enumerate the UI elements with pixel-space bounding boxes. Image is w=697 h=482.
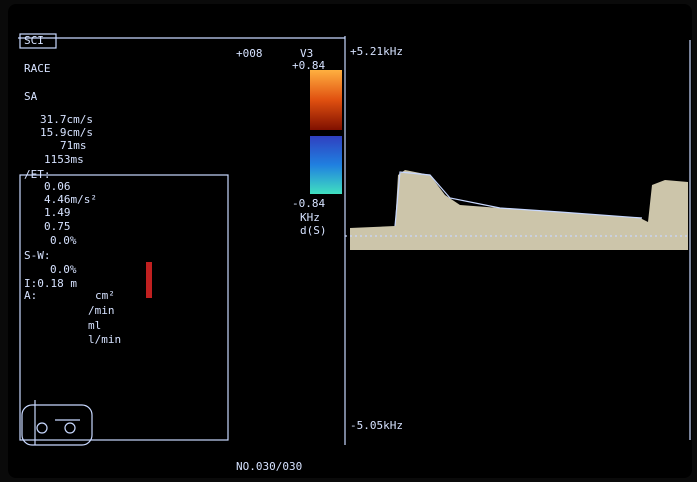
scale-top: +0.84: [292, 59, 325, 72]
measurement: 0.0%: [50, 263, 77, 276]
depth: +008: [236, 47, 263, 60]
panel-title: RACE: [24, 62, 51, 75]
measurement: 4.46m/s²: [44, 193, 97, 206]
frame-number: NO.030/030: [236, 460, 302, 473]
color-bar-negative: [310, 136, 342, 194]
scale-bottom: -0.84: [292, 197, 325, 210]
measurement: 71ms: [60, 139, 87, 152]
spectrum-bottom: -5.05kHz: [350, 419, 403, 432]
measurement: 0.06: [44, 180, 71, 193]
measurement: 15.9cm/s: [40, 126, 93, 139]
panel-subtitle: SA: [24, 90, 38, 103]
measurement: 0.0%: [50, 234, 77, 247]
measurement: /min: [88, 304, 115, 317]
mode: SCI: [24, 34, 44, 47]
measurement: cm²: [95, 289, 115, 302]
measurement: ml: [88, 319, 101, 332]
monitor: SCI +008 V3 +0.84 -0.84 KHz d(S) +5.21kH…: [0, 0, 697, 482]
measurement: 31.7cm/s: [40, 113, 93, 126]
scale-mode: d(S): [300, 224, 327, 237]
measurement: S-W:: [24, 249, 51, 262]
measurement: 0.75: [44, 220, 71, 233]
spectrum-top: +5.21kHz: [350, 45, 403, 58]
measurement: l/min: [88, 333, 121, 346]
measurement: 1153ms: [44, 153, 84, 166]
measurement: 1.49: [44, 206, 71, 219]
scale-unit: KHz: [300, 211, 320, 224]
color-bar-positive: [310, 70, 342, 130]
measurement: A:: [24, 289, 37, 302]
marker: [146, 262, 152, 298]
